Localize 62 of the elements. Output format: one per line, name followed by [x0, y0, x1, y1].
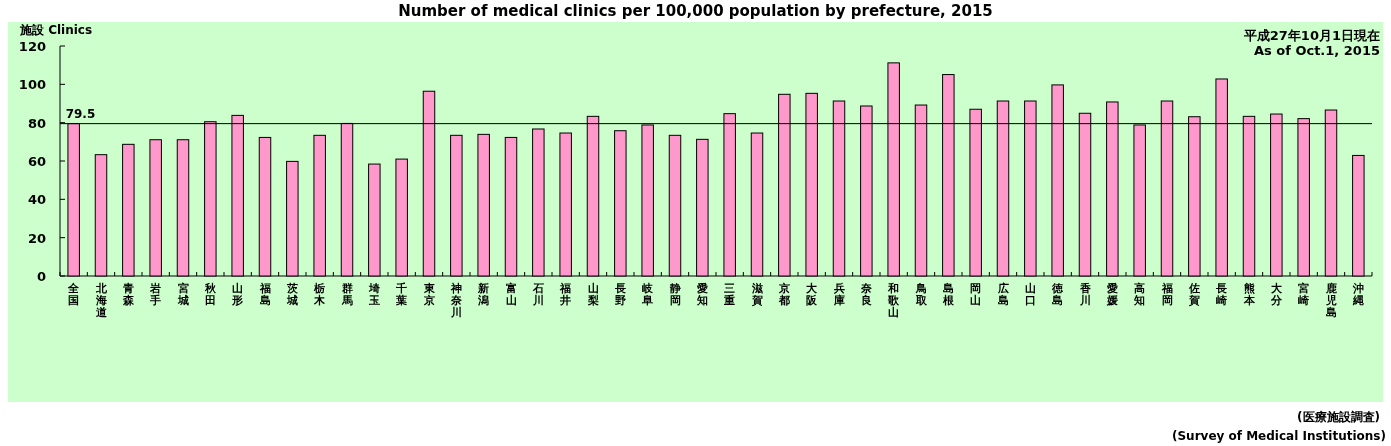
x-tick-label: 石川 [531, 282, 544, 307]
x-tick-label: 宮城 [176, 282, 189, 307]
x-tick-label: 群馬 [340, 282, 353, 307]
x-tick-label: 大阪 [806, 282, 819, 307]
x-tick-label: 愛媛 [1105, 282, 1118, 307]
y-axis-title: 施設 Clinics [19, 23, 93, 37]
x-tick-label: 北海道 [94, 282, 108, 319]
x-tick-label: 京都 [777, 282, 790, 307]
y-tick-label: 80 [27, 115, 46, 131]
x-tick-label: 静岡 [668, 282, 681, 307]
x-tick-label: 福島 [258, 282, 271, 307]
ref-line-label: 79.5 [65, 106, 96, 121]
x-tick-label: 佐賀 [1187, 282, 1200, 307]
x-tick-label: 奈良 [859, 282, 873, 307]
x-tick-label: 福岡 [1160, 282, 1173, 307]
x-tick-label: 神奈川 [449, 282, 463, 319]
y-tick-label: 100 [18, 77, 46, 93]
x-tick-label: 長野 [613, 282, 626, 307]
x-tick-label: 香川 [1078, 282, 1092, 307]
x-tick-label: 青森 [121, 282, 135, 307]
y-tick-label: 0 [36, 269, 46, 284]
text: (Survey of Medical Institutions) [1171, 429, 1386, 443]
x-tick-label: 岐阜 [641, 282, 655, 307]
x-tick-label: 栃木 [313, 282, 327, 307]
x-tick-label: 山口 [1024, 282, 1036, 307]
y-tick-label: 40 [27, 192, 46, 208]
x-tick-label: 山梨 [586, 282, 599, 307]
x-tick-label: 沖縄 [1351, 282, 1364, 307]
x-tick-label: 宮崎 [1298, 282, 1310, 307]
y-tick-label: 60 [27, 154, 46, 169]
x-tick-label: 大分 [1269, 282, 1283, 307]
text: (医療施設調査) [1297, 410, 1380, 424]
x-tick-label: 滋賀 [750, 282, 763, 307]
x-tick-label: 三重 [723, 282, 736, 307]
x-tick-label: 和歌山 [887, 282, 901, 319]
annotation: As of Oct.1, 2015 [1253, 43, 1380, 58]
text: 平成27年10月1日現在 [1242, 28, 1380, 43]
x-tick-label: 山形 [231, 282, 244, 307]
x-tick-label: 熊本 [1242, 282, 1256, 307]
chart-title: Number of medical clinics per 100,000 population by prefecture, 2015 [398, 2, 993, 20]
x-tick-label: 茨城 [285, 282, 299, 307]
x-tick-label: 岡山 [970, 282, 982, 307]
x-tick-label: 長崎 [1215, 282, 1228, 307]
x-tick-label: 埼玉 [367, 282, 380, 307]
x-tick-label: 岩手 [149, 282, 162, 307]
x-tick-label: 兵庫 [832, 282, 845, 307]
x-tick-label: 鳥取 [914, 282, 928, 307]
y-tick-label: 20 [27, 230, 46, 246]
x-tick-label: 富山 [505, 282, 517, 307]
x-tick-label: 新潟 [477, 282, 490, 307]
x-tick-label: 島根 [941, 282, 955, 307]
x-tick-label: 広島 [996, 282, 1009, 307]
y-tick-label: 120 [18, 39, 46, 54]
x-tick-label: 東京 [422, 282, 436, 307]
x-tick-label: 秋田 [203, 282, 217, 307]
x-tick-label: 福井 [559, 282, 572, 307]
x-tick-label: 鹿児島 [1324, 282, 1337, 319]
x-tick-label: 高知 [1133, 282, 1146, 307]
x-tick-label: 徳島 [1051, 282, 1065, 307]
x-tick-label: 千葉 [395, 282, 408, 307]
x-tick-label: 全国 [67, 282, 81, 307]
x-tick-label: 愛知 [695, 282, 708, 307]
